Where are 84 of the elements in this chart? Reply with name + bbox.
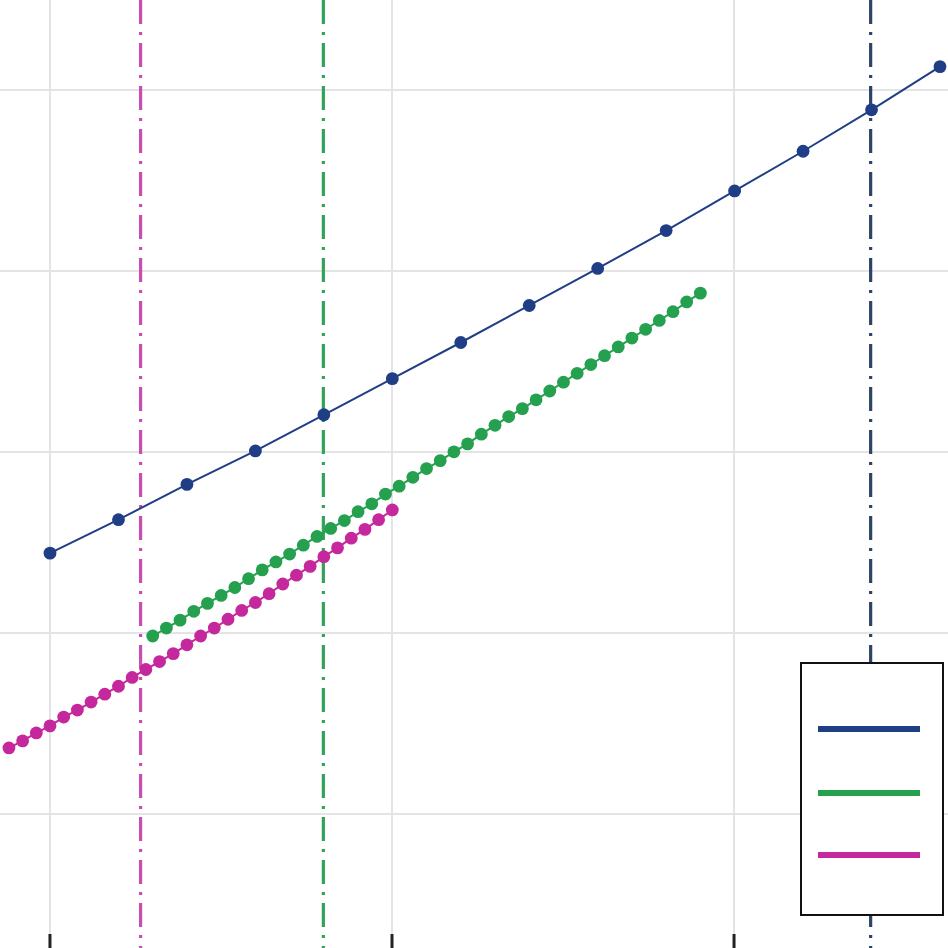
point <box>296 538 310 552</box>
point <box>693 286 707 300</box>
point <box>420 462 433 475</box>
point <box>29 726 43 740</box>
point <box>153 655 166 668</box>
point <box>372 513 386 527</box>
point <box>235 604 249 617</box>
point <box>625 331 639 345</box>
point <box>728 184 742 198</box>
point <box>598 349 611 363</box>
point <box>248 596 262 609</box>
point <box>659 224 673 237</box>
point <box>180 638 194 652</box>
point <box>84 695 98 709</box>
point <box>269 555 283 569</box>
point <box>173 613 187 627</box>
point <box>515 402 529 415</box>
point <box>331 541 344 555</box>
point <box>392 479 406 493</box>
point <box>351 505 365 519</box>
point <box>276 577 290 591</box>
point <box>201 596 214 610</box>
point <box>933 60 947 74</box>
point <box>461 437 475 451</box>
point <box>2 741 16 755</box>
point <box>522 299 536 312</box>
point <box>324 522 338 535</box>
point <box>43 719 57 733</box>
point <box>385 372 399 386</box>
point <box>865 103 878 117</box>
point <box>474 427 488 441</box>
point <box>317 550 331 564</box>
point <box>43 546 57 560</box>
point <box>98 687 112 701</box>
point <box>488 418 502 432</box>
point <box>262 587 276 601</box>
point <box>337 514 351 527</box>
point <box>358 522 372 536</box>
point <box>194 629 208 643</box>
point <box>447 445 461 459</box>
point <box>187 604 201 618</box>
point <box>639 322 653 336</box>
point <box>652 314 666 327</box>
point <box>502 410 516 423</box>
point <box>406 470 420 484</box>
point <box>16 734 30 748</box>
point <box>228 581 242 594</box>
point <box>379 487 392 501</box>
point <box>207 621 221 635</box>
point <box>591 262 605 275</box>
point <box>71 703 84 717</box>
point <box>242 572 255 586</box>
point <box>317 408 331 422</box>
point <box>166 647 180 661</box>
point <box>57 710 71 724</box>
point <box>385 503 399 517</box>
point <box>454 336 468 349</box>
point <box>255 563 269 577</box>
point <box>584 358 598 371</box>
point <box>221 612 235 626</box>
point <box>125 671 139 684</box>
point <box>796 144 810 158</box>
point <box>611 340 625 354</box>
point <box>310 530 324 543</box>
point <box>290 568 303 582</box>
point <box>180 478 194 491</box>
point <box>433 454 447 467</box>
point <box>248 444 262 458</box>
point <box>680 295 694 309</box>
point <box>543 384 557 398</box>
point <box>112 513 125 527</box>
point <box>303 559 317 573</box>
point <box>214 589 228 602</box>
point <box>666 305 680 319</box>
point <box>283 547 297 561</box>
point <box>344 531 358 545</box>
point <box>146 629 160 643</box>
point <box>557 375 570 389</box>
point <box>570 366 584 380</box>
point <box>139 663 153 676</box>
point <box>112 679 125 693</box>
point <box>365 497 379 511</box>
point <box>160 621 173 635</box>
point <box>529 393 543 407</box>
